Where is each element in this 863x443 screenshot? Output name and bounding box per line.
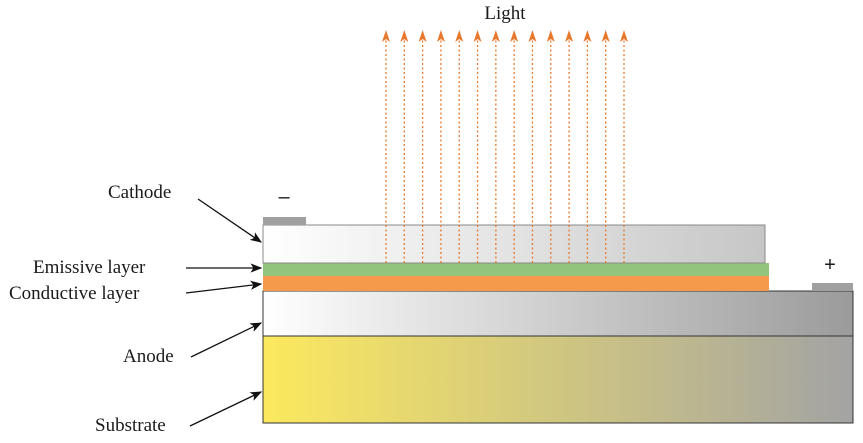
light-ray-arrowhead (400, 30, 409, 42)
light-ray-arrowhead (473, 30, 482, 42)
light-ray-arrowhead (418, 30, 427, 42)
positive-terminal-sign: + (824, 254, 836, 276)
light-ray-arrowhead (583, 30, 592, 42)
anode-pointer-arrow (190, 322, 263, 358)
light-ray-arrowhead (510, 30, 519, 42)
positive-contact (812, 283, 853, 291)
cathode-pointer-arrow (197, 198, 262, 243)
conductive-pointer-arrow (185, 280, 263, 294)
cathode-label: Cathode (108, 182, 171, 203)
light-ray-arrowhead (455, 30, 464, 42)
light-ray-arrowhead (565, 30, 574, 42)
substrate-layer (262, 335, 854, 424)
negative-contact (263, 217, 306, 225)
light-ray-arrowhead (436, 30, 445, 42)
conductive-layer (263, 276, 769, 291)
emissive-layer (263, 263, 769, 276)
substrate-pointer-arrow (189, 391, 263, 427)
anode-layer (262, 290, 854, 337)
anode-label: Anode (123, 346, 174, 367)
light-ray-arrowhead (528, 30, 537, 42)
emissive-layer-label: Emissive layer (33, 257, 146, 278)
light-label: Light (484, 3, 526, 24)
negative-terminal-sign: – (278, 186, 290, 208)
light-ray-arrowhead (491, 30, 500, 42)
light-rays (382, 30, 628, 263)
light-ray-arrowhead (601, 30, 610, 42)
light-ray-arrowhead (382, 30, 390, 42)
light-ray-arrowhead (620, 30, 628, 42)
light-ray-arrowhead (546, 30, 555, 42)
conductive-layer-label: Conductive layer (9, 283, 140, 304)
substrate-label: Substrate (95, 415, 166, 436)
